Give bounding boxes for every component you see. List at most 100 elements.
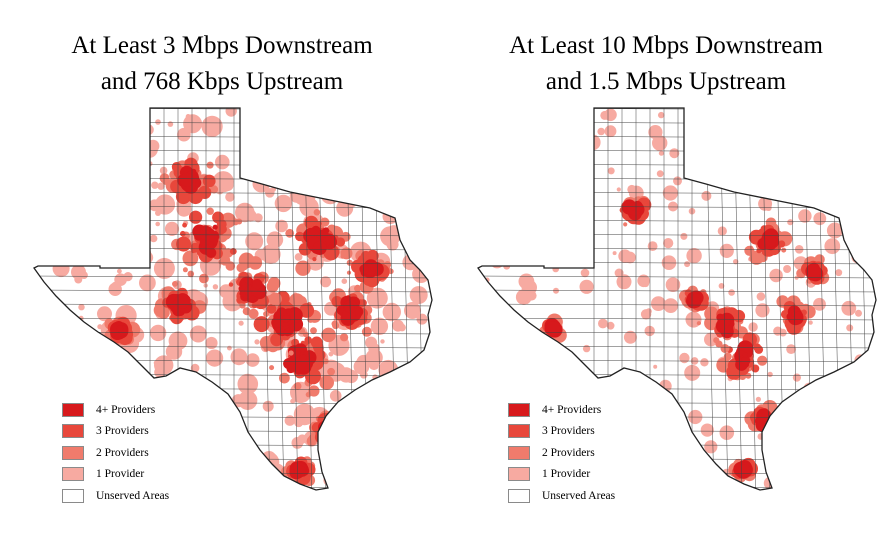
coverage-area — [268, 292, 282, 306]
coverage-area — [648, 125, 663, 140]
coverage-area — [148, 199, 161, 212]
legend-item: Unserved Areas — [508, 485, 615, 507]
coverage-area — [230, 348, 248, 366]
coverage-area — [228, 282, 234, 287]
coverage-area — [325, 427, 333, 434]
coverage-area — [337, 417, 346, 426]
coverage-area — [204, 232, 219, 246]
coverage-area — [189, 325, 207, 343]
coverage-area — [835, 269, 843, 277]
coverage-area — [413, 397, 432, 418]
coverage-area — [215, 154, 230, 170]
county-line — [34, 275, 432, 279]
coverage-area — [116, 257, 123, 264]
coverage-area — [770, 416, 781, 427]
coverage-area — [291, 339, 297, 345]
coverage-area — [696, 172, 703, 179]
legend-item: 4+ Providers — [508, 399, 615, 421]
coverage-area — [71, 264, 86, 280]
coverage-area — [227, 345, 232, 351]
coverage-area — [169, 372, 185, 387]
coverage-area — [93, 375, 109, 391]
coverage-area — [327, 425, 332, 430]
coverage-area — [361, 326, 372, 337]
coverage-area — [686, 474, 701, 489]
coverage-area — [312, 257, 317, 262]
coverage-area — [279, 372, 290, 384]
coverage-area — [266, 304, 277, 314]
coverage-area — [494, 411, 507, 424]
coverage-area — [322, 427, 334, 440]
coverage-area — [416, 313, 428, 325]
coverage-area — [329, 425, 334, 431]
coverage-area — [748, 322, 758, 332]
coverage-area — [413, 215, 427, 229]
coverage-area — [159, 166, 168, 175]
coverage-area — [261, 244, 281, 264]
legend-item: 2 Providers — [508, 442, 615, 464]
map-title-line1: At Least 10 Mbps Downstream — [509, 32, 823, 59]
coverage-area — [155, 119, 161, 125]
coverage-area — [769, 417, 778, 426]
coverage-area — [359, 299, 367, 307]
coverage-area — [553, 158, 567, 172]
coverage-area — [79, 155, 92, 168]
coverage-area — [392, 420, 399, 427]
coverage-area — [710, 119, 720, 128]
coverage-area — [407, 212, 423, 229]
coverage-area — [686, 248, 702, 264]
coverage-area — [486, 357, 498, 370]
coverage-area — [306, 137, 315, 146]
coverage-area — [171, 162, 182, 172]
coverage-area — [616, 274, 632, 290]
legend-swatch — [508, 445, 530, 460]
coverage-area — [74, 275, 83, 284]
coverage-area — [566, 155, 579, 169]
coverage-area — [858, 160, 872, 174]
legend-swatch — [62, 488, 84, 503]
coverage-area — [333, 418, 343, 427]
coverage-area — [745, 372, 752, 379]
coverage-area — [245, 232, 264, 251]
coverage-area — [316, 221, 322, 227]
coverage-area — [675, 463, 681, 469]
coverage-area — [846, 324, 854, 332]
coverage-area — [701, 190, 712, 201]
coverage-area — [105, 377, 121, 393]
coverage-area — [669, 148, 680, 159]
coverage-area — [346, 270, 352, 275]
coverage-area — [206, 207, 214, 215]
coverage-area — [253, 316, 270, 333]
map-title-line2: and 768 Kbps Upstream — [100, 68, 344, 95]
coverage-area — [600, 110, 610, 120]
legend-item: 3 Providers — [62, 421, 169, 443]
coverage-area — [412, 265, 430, 283]
coverage-area — [704, 481, 714, 490]
coverage-area — [529, 117, 536, 124]
coverage-area — [330, 442, 341, 453]
coverage-area — [119, 145, 141, 167]
coverage-area — [245, 137, 261, 154]
coverage-area — [656, 170, 664, 178]
coverage-area — [314, 430, 329, 444]
coverage-area — [372, 474, 382, 483]
coverage-area — [275, 219, 288, 233]
coverage-area — [97, 306, 112, 322]
coverage-area — [199, 273, 209, 284]
coverage-area — [401, 400, 423, 422]
coverage-area — [34, 191, 47, 204]
coverage-area — [52, 260, 70, 278]
coverage-area — [390, 178, 406, 193]
coverage-area — [243, 478, 262, 490]
legend-label: 2 Providers — [96, 446, 149, 459]
coverage-area — [598, 318, 608, 329]
coverage-area — [176, 201, 192, 217]
coverage-area — [112, 228, 121, 237]
coverage-area — [799, 130, 806, 137]
legend-item: 4+ Providers — [62, 399, 169, 421]
coverage-area — [767, 371, 773, 378]
coverage-area — [709, 154, 721, 165]
coverage-area — [49, 163, 67, 181]
coverage-area — [205, 336, 218, 350]
coverage-area — [43, 454, 57, 468]
